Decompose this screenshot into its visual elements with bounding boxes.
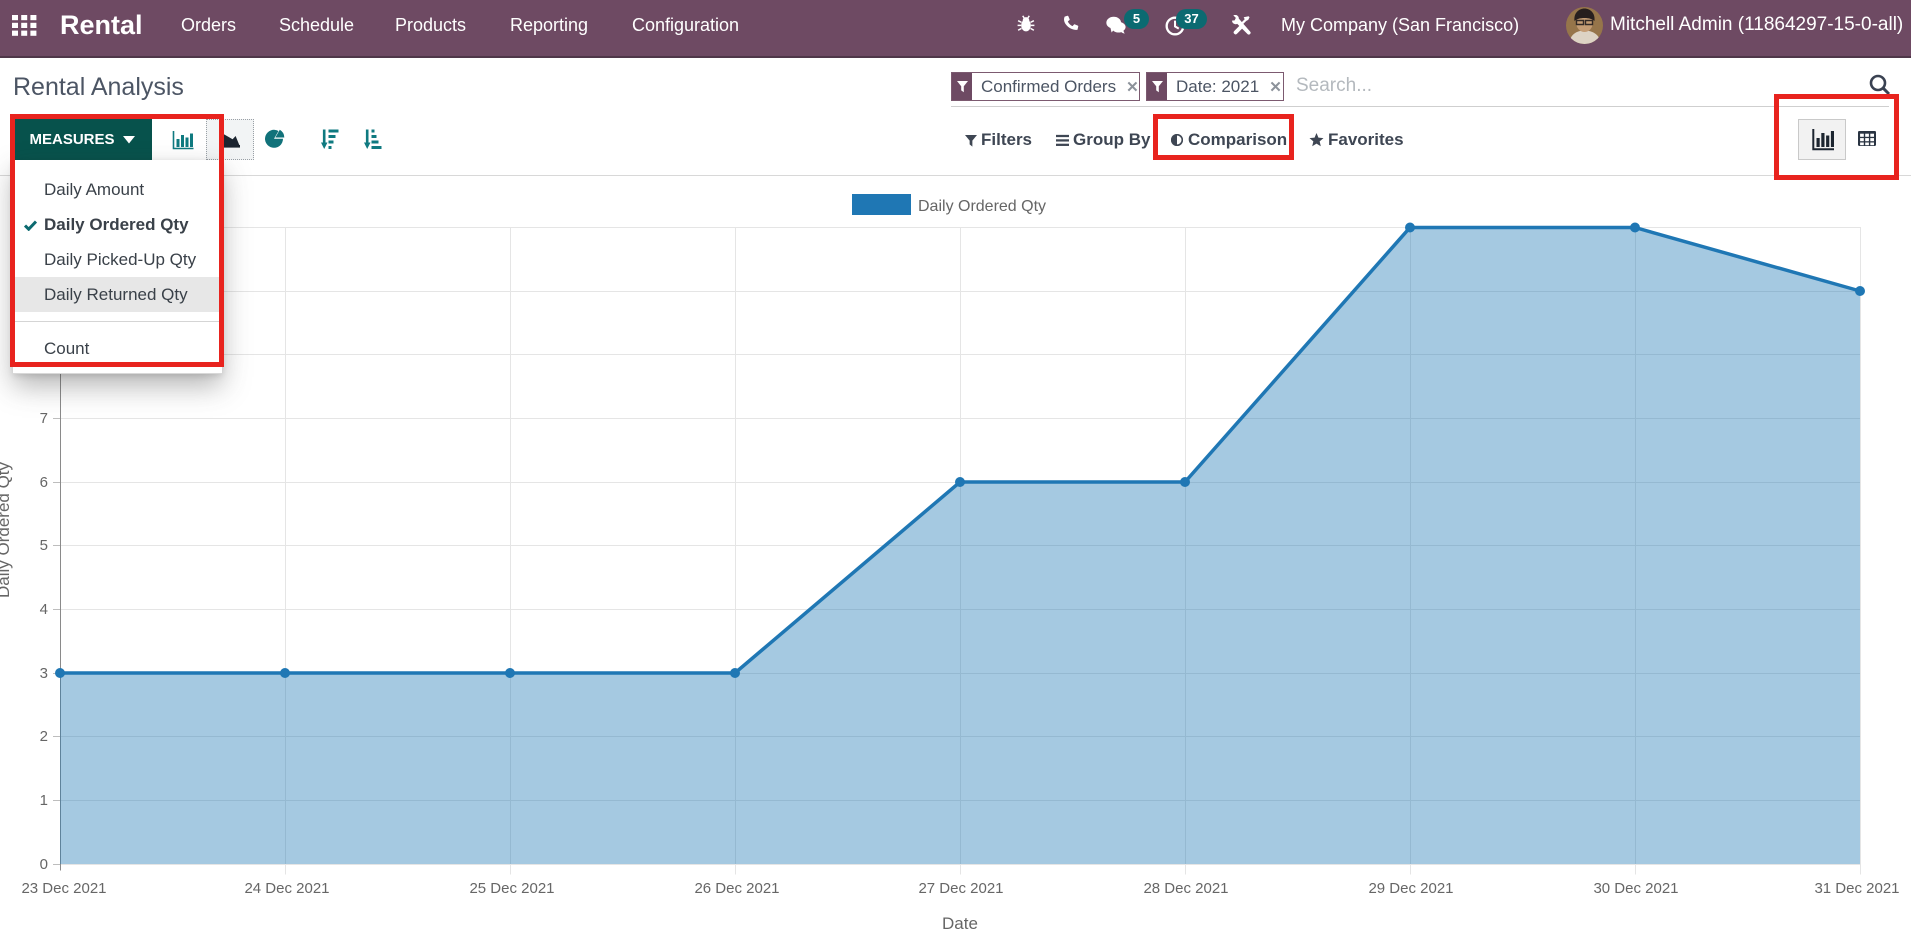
svg-text:7: 7: [40, 410, 48, 427]
svg-text:27 Dec 2021: 27 Dec 2021: [918, 880, 1003, 897]
svg-text:4: 4: [40, 601, 48, 618]
svg-text:6: 6: [40, 474, 48, 491]
svg-text:25 Dec 2021: 25 Dec 2021: [469, 880, 554, 897]
svg-text:23 Dec 2021: 23 Dec 2021: [21, 880, 106, 897]
svg-text:5: 5: [40, 537, 48, 554]
svg-text:3: 3: [40, 665, 48, 682]
svg-text:26 Dec 2021: 26 Dec 2021: [694, 880, 779, 897]
svg-text:0: 0: [40, 856, 48, 873]
svg-text:Daily Ordered Qty: Daily Ordered Qty: [918, 198, 1046, 215]
svg-text:1: 1: [40, 792, 48, 809]
svg-text:Date: Date: [942, 914, 978, 931]
svg-text:28 Dec 2021: 28 Dec 2021: [1143, 880, 1228, 897]
svg-text:Daily Ordered Qty: Daily Ordered Qty: [0, 461, 13, 598]
svg-text:24 Dec 2021: 24 Dec 2021: [244, 880, 329, 897]
svg-text:2: 2: [40, 728, 48, 745]
svg-text:29 Dec 2021: 29 Dec 2021: [1368, 880, 1453, 897]
svg-text:31 Dec 2021: 31 Dec 2021: [1814, 880, 1899, 897]
svg-text:30 Dec 2021: 30 Dec 2021: [1593, 880, 1678, 897]
